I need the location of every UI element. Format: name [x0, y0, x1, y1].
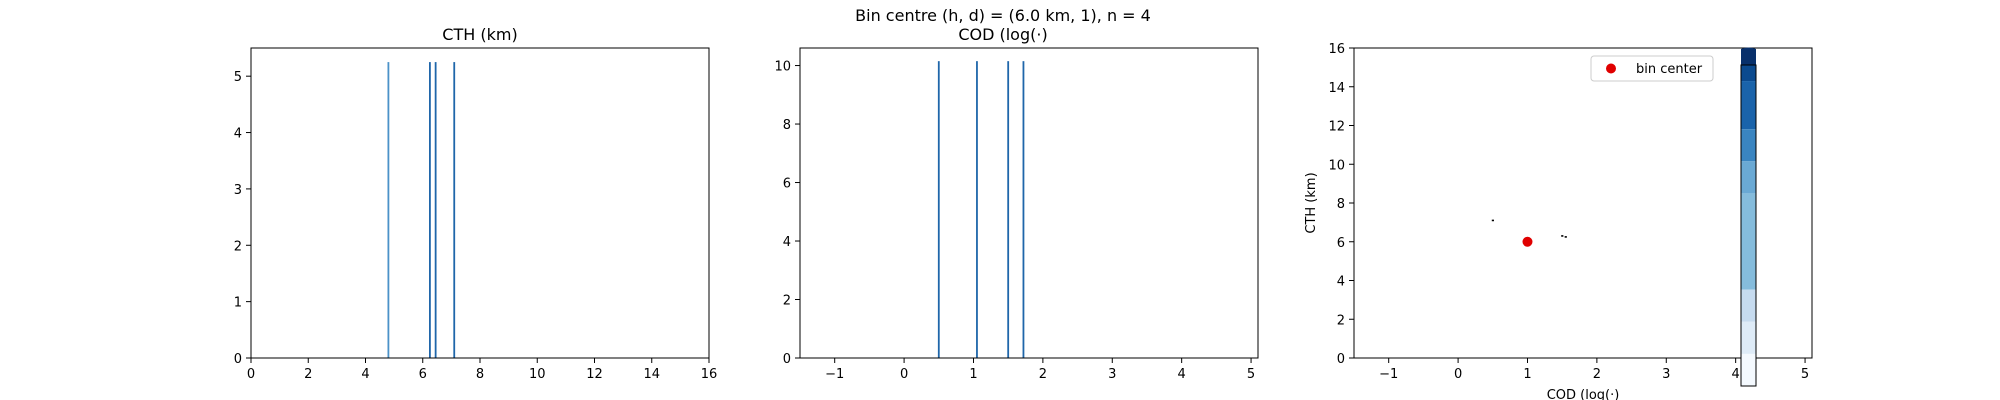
cod-x-tick-label: 1 — [969, 367, 977, 382]
cth-y-tick-label: 2 — [234, 239, 242, 254]
colorbar-segment — [1741, 193, 1756, 290]
cth-x-tick-label: 14 — [643, 367, 660, 382]
cod-x-tick-label: 3 — [1108, 367, 1116, 382]
scatter-point — [1561, 235, 1564, 237]
scatter-x-tick-label: 4 — [1732, 367, 1740, 382]
scatter-y-tick-label: 10 — [1328, 158, 1345, 173]
scatter-y-tick-label: 14 — [1328, 81, 1345, 96]
cod-y-tick-label: 10 — [774, 60, 791, 75]
cth-x-tick-label: 10 — [529, 367, 546, 382]
scatter-y-tick-label: 0 — [1337, 352, 1345, 367]
scatter-point — [1491, 219, 1494, 222]
cth-x-tick-label: 4 — [361, 367, 369, 382]
cod-x-tick-label: 2 — [1039, 367, 1047, 382]
cth-x-tick-label: 16 — [701, 367, 718, 382]
cth-histogram-x-axis: 0 2 4 6 8 10 12 14 16 — [247, 358, 717, 382]
scatter-legend: bin center — [1590, 55, 1714, 82]
scatter-y-axis: 0 2 4 6 8 10 12 14 16 — [1328, 42, 1354, 367]
scatter-x-tick-label: 1 — [1523, 367, 1531, 382]
scatter-y-tick-label: 16 — [1328, 42, 1345, 57]
scatter-y-tick-label: 8 — [1337, 197, 1345, 212]
cth-x-tick-label: 8 — [476, 367, 484, 382]
bin-center-marker — [1522, 236, 1533, 247]
cth-histogram-bar — [434, 62, 437, 358]
cod-histogram-bar — [937, 61, 940, 359]
cth-x-tick-label: 12 — [586, 367, 603, 382]
cod-histogram-x-axis: −1 0 1 2 3 4 5 — [825, 358, 1255, 382]
cth-histogram-bar — [429, 62, 431, 358]
cod-histogram-bar — [1007, 61, 1010, 359]
cth-x-tick-label: 2 — [304, 367, 312, 382]
cod-y-tick-label: 6 — [783, 177, 791, 192]
colorbar-segment — [1741, 129, 1756, 162]
colorbar — [1740, 47, 1757, 387]
cth-y-tick-label: 1 — [234, 296, 242, 311]
cod-histogram-bars — [937, 61, 1025, 359]
cod-histogram-y-axis: 0 2 4 6 8 10 — [774, 60, 800, 367]
cth-histogram-bars — [387, 62, 456, 358]
scatter-y-label: CTH (km) — [1304, 172, 1319, 233]
cth-y-tick-label: 4 — [234, 127, 242, 142]
cth-histogram-frame — [250, 47, 710, 359]
cod-y-tick-label: 4 — [783, 235, 791, 250]
colorbar-segment — [1741, 81, 1756, 130]
cod-x-tick-label: 0 — [900, 367, 908, 382]
scatter-x-axis: −1 0 1 2 3 4 5 — [1379, 358, 1809, 382]
cth-y-tick-label: 0 — [234, 352, 242, 367]
colorbar-segment — [1741, 353, 1756, 386]
cod-x-tick-label: 4 — [1178, 367, 1186, 382]
cth-y-tick-label: 3 — [234, 183, 242, 198]
cth-y-tick-label: 5 — [234, 70, 242, 85]
cod-histogram-panel: COD (log(·) −1 0 1 2 3 4 5 0 2 4 6 8 10 — [774, 25, 1259, 382]
scatter-points — [1491, 219, 1567, 247]
cod-y-tick-label: 0 — [783, 352, 791, 367]
scatter-x-tick-label: 5 — [1801, 367, 1809, 382]
colorbar-segment — [1741, 65, 1756, 82]
cod-x-tick-label: −1 — [825, 367, 844, 382]
cth-histogram-bar — [387, 62, 390, 358]
cth-histogram-bar — [453, 62, 456, 358]
cth-histogram-title: CTH (km) — [442, 25, 517, 44]
colorbar-overflow-extension — [1741, 47, 1756, 65]
scatter-y-tick-label: 12 — [1328, 120, 1345, 135]
scatter-x-tick-label: −1 — [1379, 367, 1398, 382]
cod-x-tick-label: 5 — [1247, 367, 1255, 382]
scatter-y-tick-label: 2 — [1337, 313, 1345, 328]
cod-y-tick-label: 8 — [783, 118, 791, 133]
legend-bin-center-marker — [1606, 63, 1616, 74]
legend-bin-center-label: bin center — [1636, 62, 1703, 77]
colorbar-segment — [1741, 289, 1756, 322]
colorbar-segment — [1741, 321, 1756, 354]
cth-x-tick-label: 0 — [247, 367, 255, 382]
colorbar-segment — [1741, 161, 1756, 194]
scatter-x-tick-label: 0 — [1454, 367, 1462, 382]
cod-histogram-bar — [1022, 61, 1025, 359]
colorbar-frame — [1740, 64, 1757, 387]
cth-histogram-y-axis: 0 1 2 3 4 5 — [234, 70, 251, 367]
scatter-point — [1564, 236, 1567, 238]
cth-x-tick-label: 6 — [419, 367, 427, 382]
scatter-frame — [1353, 47, 1813, 359]
cod-y-tick-label: 2 — [783, 294, 791, 309]
figure-suptitle: Bin centre (h, d) = (6.0 km, 1), n = 4 — [855, 6, 1151, 25]
cod-histogram-title: COD (log(·) — [958, 25, 1047, 44]
legend-box — [1590, 55, 1714, 82]
cod-histogram-frame — [799, 47, 1259, 359]
scatter-x-tick-label: 3 — [1662, 367, 1670, 382]
scatter-y-tick-label: 4 — [1337, 275, 1345, 290]
scatter-x-tick-label: 2 — [1593, 367, 1601, 382]
cod-histogram-bar — [976, 61, 978, 359]
scatter-y-tick-label: 6 — [1337, 236, 1345, 251]
scatter-x-label: COD (log(·) — [1547, 388, 1620, 400]
